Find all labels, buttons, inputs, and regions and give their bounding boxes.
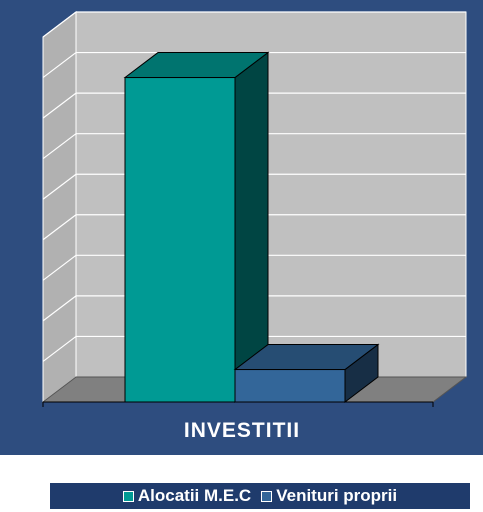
legend-swatch-alocatii [122,490,134,502]
legend-item-venituri: Venituri proprii [261,486,397,506]
bar-top-0 [123,52,270,79]
legend-label-venituri: Venituri proprii [276,486,398,505]
gridline-side [42,335,77,362]
gridline-side [42,92,77,119]
gridline-side [42,295,77,322]
legend-label-alocatii: Alocatii M.E.C [137,486,252,505]
legend-swatch-venituri [261,490,273,502]
legend: Alocatii M.E.C Venituri proprii [50,483,470,509]
gridline-side [42,52,77,79]
gridline-side [42,133,77,160]
chart-area: INVESTITII [0,0,483,455]
gridline-side [42,11,77,38]
bar-top-1 [233,344,380,371]
gridline-side [42,173,77,200]
category-label: INVESTITII [184,419,300,442]
bar-front-0 [124,77,236,403]
left-wall [42,10,77,404]
gridline-side [42,254,77,281]
chart-svg: INVESTITII [0,0,483,455]
legend-item-alocatii: Alocatii M.E.C [122,486,252,506]
bar-front-1 [234,369,346,403]
gridline-side [42,214,77,241]
